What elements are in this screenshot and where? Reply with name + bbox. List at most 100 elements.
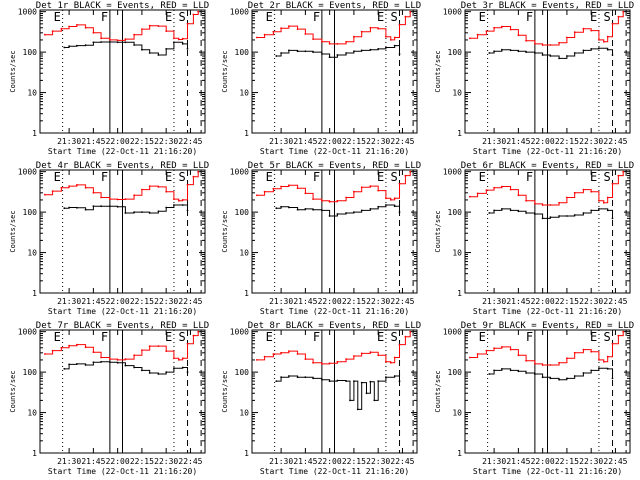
events-data-point bbox=[76, 206, 78, 209]
lld-data-point bbox=[549, 364, 552, 366]
lld-data-point bbox=[141, 188, 143, 191]
lld-data-point bbox=[345, 358, 347, 360]
y-tick-label: 1000 bbox=[18, 8, 37, 17]
events-data-point bbox=[275, 380, 278, 382]
y-axis-title: Counts/sec bbox=[9, 210, 17, 252]
lld-data-point bbox=[157, 186, 160, 188]
x-tick-label: 22:45 bbox=[178, 297, 202, 306]
lld-data-point bbox=[611, 22, 614, 25]
lld-data-point bbox=[44, 33, 46, 36]
lld-series-line bbox=[256, 171, 411, 203]
lld-data-point bbox=[409, 10, 412, 13]
lld-data-point bbox=[124, 358, 127, 360]
events-data-point bbox=[321, 209, 323, 212]
events-data-point bbox=[76, 363, 78, 365]
events-data-point bbox=[541, 376, 544, 379]
lld-data-point bbox=[404, 335, 407, 338]
lld-data-point bbox=[493, 347, 495, 350]
panel-title: Det 3r BLACK = Events, RED = LLD bbox=[461, 1, 634, 11]
event-marker-label: E bbox=[266, 10, 273, 24]
lld-data-point bbox=[469, 37, 471, 40]
x-tick-label: 22:00 bbox=[106, 297, 130, 306]
y-tick-label: 10 bbox=[27, 249, 37, 258]
lld-data-point bbox=[288, 184, 290, 187]
events-data-point bbox=[573, 52, 576, 54]
lld-data-point bbox=[181, 37, 184, 40]
events-data-point bbox=[509, 369, 512, 372]
lld-data-point bbox=[133, 354, 136, 357]
lld-data-point bbox=[304, 192, 307, 195]
x-tick-label: 21:45 bbox=[81, 137, 105, 146]
lld-data-point bbox=[353, 35, 355, 38]
x-tick-label: 22:45 bbox=[178, 457, 202, 466]
y-tick-label: 1 bbox=[32, 129, 37, 138]
lld-data-point bbox=[404, 15, 407, 18]
lld-data-point bbox=[76, 343, 78, 346]
lld-data-point bbox=[328, 43, 331, 45]
events-data-point bbox=[525, 372, 527, 374]
x-tick-label: 21:30 bbox=[57, 137, 81, 146]
panel-title: Det 4r BLACK = Events, RED = LLD bbox=[36, 161, 209, 171]
events-data-point bbox=[304, 376, 307, 379]
events-data-point bbox=[109, 361, 111, 364]
event-marker-label: E bbox=[479, 170, 486, 184]
x-tick-label: 21:30 bbox=[482, 137, 506, 146]
lld-data-point bbox=[369, 351, 372, 354]
lld-data-point bbox=[177, 38, 180, 41]
lld-data-point bbox=[582, 348, 585, 351]
lld-data-point bbox=[84, 346, 87, 349]
lld-data-point bbox=[501, 185, 503, 188]
events-data-point bbox=[280, 376, 282, 379]
events-series-line bbox=[489, 47, 613, 59]
events-data-point bbox=[573, 214, 576, 216]
lld-data-point bbox=[44, 193, 46, 196]
lld-data-point bbox=[186, 342, 189, 345]
events-series-line bbox=[64, 204, 188, 214]
events-data-point bbox=[173, 367, 175, 370]
lld-data-point bbox=[598, 199, 600, 202]
events-data-point bbox=[598, 208, 600, 210]
y-tick-label: 100 bbox=[23, 368, 38, 377]
x-tick-label: 22:30 bbox=[154, 297, 178, 306]
lld-data-point bbox=[393, 356, 396, 359]
events-data-point bbox=[606, 48, 609, 51]
lld-data-point bbox=[133, 194, 136, 197]
lld-data-point bbox=[100, 356, 102, 359]
lld-series-line bbox=[469, 11, 624, 46]
events-data-point bbox=[84, 208, 87, 211]
events-data-point bbox=[124, 212, 127, 214]
x-tick-label: 22:30 bbox=[366, 297, 390, 306]
lld-data-point bbox=[590, 29, 593, 32]
lld-data-point bbox=[181, 199, 184, 201]
events-data-point bbox=[186, 371, 189, 373]
lld-data-point bbox=[541, 364, 544, 366]
lld-data-point bbox=[44, 353, 46, 355]
lld-data-point bbox=[68, 25, 70, 28]
events-data-point bbox=[288, 49, 290, 52]
lld-data-point bbox=[272, 30, 275, 33]
event-marker-label: F bbox=[101, 330, 108, 344]
event-marker-label: E bbox=[377, 10, 384, 24]
lld-data-point bbox=[186, 22, 189, 25]
lld-data-point bbox=[141, 349, 143, 351]
events-data-point bbox=[360, 209, 363, 212]
event-marker-label: S bbox=[179, 330, 186, 344]
events-data-point bbox=[534, 213, 536, 215]
events-data-point bbox=[109, 205, 111, 208]
y-tick-label: 1 bbox=[244, 129, 249, 138]
lld-data-point bbox=[76, 24, 78, 26]
events-data-point bbox=[369, 48, 372, 51]
lld-data-point bbox=[602, 201, 605, 204]
x-tick-label: 21:45 bbox=[81, 457, 105, 466]
lld-data-point bbox=[109, 198, 111, 201]
lld-data-point bbox=[501, 25, 503, 28]
events-data-point bbox=[573, 375, 576, 377]
lld-data-point bbox=[321, 199, 323, 202]
lld-data-point bbox=[92, 191, 95, 194]
events-data-point bbox=[312, 377, 314, 380]
events-data-point bbox=[385, 46, 387, 49]
panel-det-3r: Det 3r BLACK = Events, RED = LLD 1 10 100 10… bbox=[434, 1, 634, 156]
events-data-point bbox=[165, 371, 168, 373]
events-data-point bbox=[501, 208, 503, 210]
